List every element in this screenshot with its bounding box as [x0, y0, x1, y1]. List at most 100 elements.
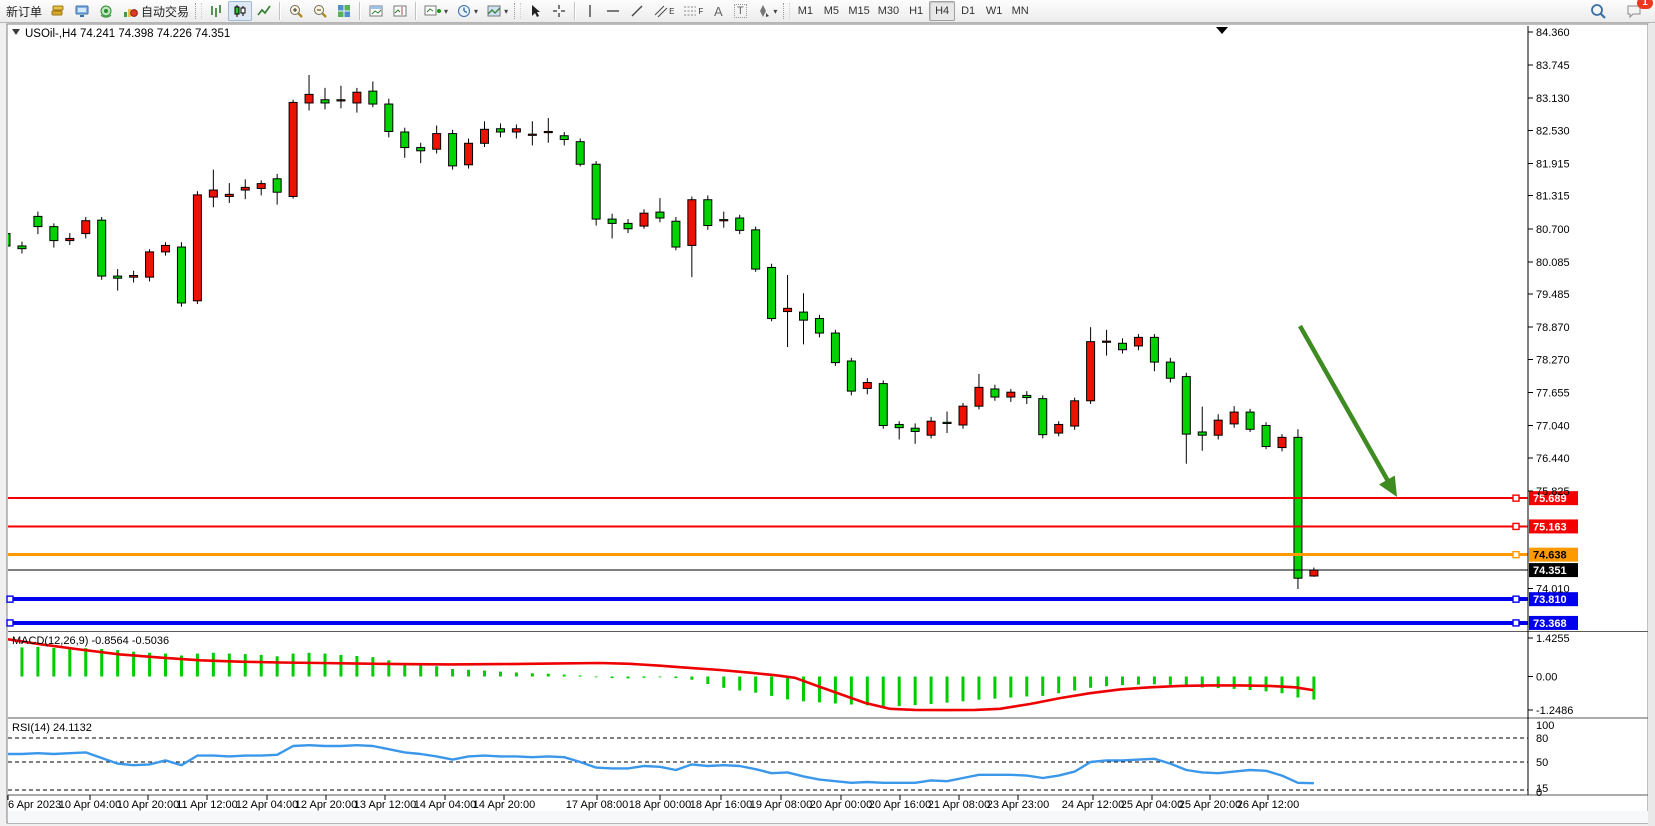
tf-button-H1[interactable]: H1 [909, 5, 924, 17]
layers-icon[interactable] [46, 1, 70, 21]
toolbar-grip[interactable] [783, 3, 791, 19]
candlestick-bear [814, 318, 824, 334]
templates-icon[interactable]: ▾ [482, 1, 512, 21]
macd-signal-line [8, 638, 1314, 712]
toolbar-grip[interactable] [514, 3, 522, 19]
autotrade-button[interactable]: 自动交易 [118, 1, 193, 21]
add-indicator-icon[interactable]: ▾ [420, 1, 452, 21]
price-line-handle[interactable] [1512, 550, 1520, 559]
trendline-icon[interactable] [625, 1, 649, 21]
arrange-windows-icon[interactable] [364, 1, 388, 21]
time-axis-label: 13 Apr 12:00 [354, 799, 416, 811]
chart-marker-triangle[interactable] [1216, 27, 1228, 34]
price-line-handle[interactable] [6, 619, 14, 627]
price-line-label: 73.368 [1533, 618, 1567, 630]
trend-arrow[interactable] [1298, 324, 1390, 483]
vline-icon[interactable] [579, 1, 601, 21]
tf-button-H4[interactable]: H4 [929, 1, 956, 21]
time-axis-label: 24 Apr 12:00 [1062, 799, 1124, 811]
periods-icon[interactable]: ▾ [452, 1, 482, 21]
candlestick-bear [384, 103, 394, 132]
price-axis-label: 76.440 [1536, 453, 1570, 465]
candles-layer [8, 75, 1319, 589]
candlestick-bear [176, 246, 186, 304]
tile-windows-icon[interactable] [332, 1, 356, 21]
macd-axis-label: 1.4255 [1536, 633, 1570, 645]
price-line-label-box [1529, 547, 1578, 562]
terminal-icon[interactable] [70, 1, 94, 21]
candlestick-bull [719, 219, 729, 222]
candlestick-bull [1102, 340, 1112, 343]
label-icon[interactable]: T [729, 1, 751, 21]
new-order-button[interactable]: 新订单 [2, 1, 46, 21]
price-line-handle[interactable] [1512, 619, 1520, 627]
zoom-out-icon[interactable] [308, 1, 332, 21]
time-axis-label: 25 Apr 04:00 [1121, 799, 1183, 811]
tf-button-D1[interactable]: D1 [961, 5, 976, 17]
tf-button-MN[interactable]: MN [1011, 5, 1029, 17]
candlestick-bull [862, 382, 872, 389]
price-line-handle[interactable] [1512, 522, 1520, 531]
crosshair-icon[interactable] [547, 1, 571, 21]
zoom-in-icon[interactable] [284, 1, 308, 21]
tf-button-M30[interactable]: M30 [877, 5, 900, 17]
timeframe-group: M1 M5 M15 M30 H1 H4 D1 W1 MN [792, 0, 1033, 22]
price-line-label-box [1529, 592, 1578, 607]
hline-icon[interactable] [601, 1, 625, 21]
time-axis-label: 18 Apr 00:00 [629, 799, 691, 811]
symbol-dropdown-icon[interactable] [12, 29, 20, 35]
chevron-down-icon: ▾ [504, 6, 509, 16]
toolbar-grip[interactable] [195, 3, 203, 19]
candlestick-bear [591, 163, 601, 220]
candlestick-bear [990, 388, 1000, 398]
candlestick-bull [464, 142, 474, 166]
notification-badge[interactable]: 1 [1637, 0, 1653, 9]
chart-title: USOil-,H4 74.241 74.398 74.226 74.351 [25, 28, 230, 40]
price-line-label-box [1529, 491, 1578, 506]
tf-button-M1[interactable]: M1 [797, 5, 813, 17]
line-chart-icon[interactable] [252, 1, 276, 21]
cursor-icon[interactable] [523, 1, 547, 21]
candlestick-bear [1261, 425, 1271, 447]
time-axis-label: 12 Apr 20:00 [295, 799, 357, 811]
candlestick-bear [655, 211, 665, 219]
candlestick-bull [145, 251, 155, 278]
candlestick-bear [767, 266, 777, 320]
candlestick-bear [942, 421, 952, 424]
price-line-label: 74.638 [1533, 550, 1567, 562]
trend-arrow-head[interactable] [1379, 475, 1397, 498]
signal-icon[interactable] [94, 1, 118, 21]
tf-button-M15[interactable]: M15 [848, 5, 870, 17]
price-line-label: 75.689 [1533, 493, 1567, 505]
price-axis-label: 78.270 [1536, 354, 1570, 366]
shapes-icon[interactable]: ▾ [751, 1, 781, 21]
candlestick-bull [256, 183, 266, 189]
chart-shift-icon[interactable] [388, 1, 412, 21]
price-axis-label: 80.085 [1536, 257, 1570, 269]
candlestick-bear [97, 219, 107, 277]
candlestick-bull [65, 237, 75, 242]
bar-chart-icon[interactable] [204, 1, 228, 21]
search-icon[interactable] [1585, 1, 1611, 21]
price-line-handle[interactable] [1512, 595, 1520, 603]
candle-chart-icon[interactable] [228, 1, 253, 21]
price-line-handle[interactable] [1512, 494, 1520, 502]
price-line-handle[interactable] [6, 595, 14, 603]
text-icon[interactable]: A [707, 1, 729, 21]
time-axis-label: 19 Apr 08:00 [750, 799, 812, 811]
rsi-axis-label: 100 [1536, 720, 1554, 732]
channel-icon[interactable]: E [649, 1, 678, 21]
candlestick-bear [368, 90, 378, 105]
candlestick-bull [511, 128, 521, 133]
candlestick-bear [751, 229, 761, 270]
time-axis-label: 23 Apr 23:00 [987, 799, 1049, 811]
rsi-line [8, 744, 1314, 785]
tf-button-M5[interactable]: M5 [823, 5, 839, 17]
candlestick-bull [129, 275, 139, 278]
price-axis-label: 74.010 [1536, 583, 1570, 595]
candlestick-bear [1038, 398, 1048, 436]
candlestick-bear [17, 245, 27, 250]
tf-button-W1[interactable]: W1 [985, 5, 1003, 17]
fibonacci-icon[interactable]: F [678, 1, 707, 21]
